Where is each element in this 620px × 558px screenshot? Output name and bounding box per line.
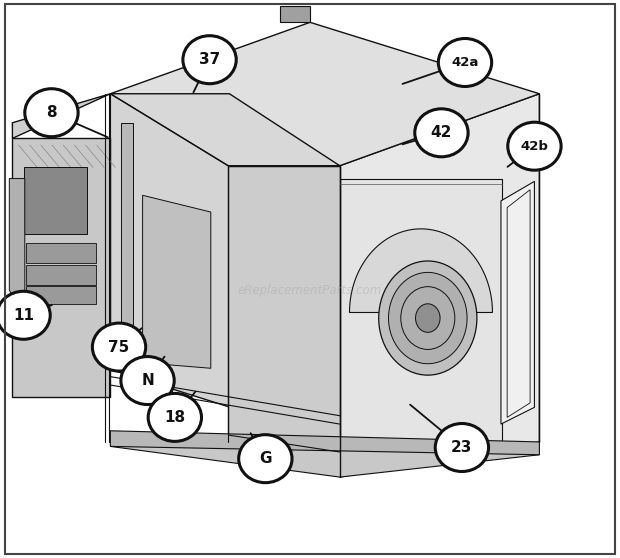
Polygon shape [143, 195, 211, 368]
Circle shape [435, 424, 489, 472]
Polygon shape [110, 94, 340, 166]
Text: eReplacementParts.com: eReplacementParts.com [238, 283, 382, 297]
Ellipse shape [389, 272, 467, 364]
Circle shape [438, 39, 492, 86]
Circle shape [92, 323, 146, 371]
Circle shape [415, 109, 468, 157]
Text: 75: 75 [108, 340, 130, 354]
Polygon shape [350, 229, 492, 312]
Circle shape [148, 393, 202, 441]
Text: 18: 18 [164, 410, 185, 425]
Circle shape [183, 36, 236, 84]
Text: 8: 8 [46, 105, 57, 120]
Circle shape [25, 89, 78, 137]
Polygon shape [110, 94, 340, 442]
Circle shape [239, 435, 292, 483]
Ellipse shape [401, 287, 455, 349]
Text: 11: 11 [13, 308, 34, 323]
Polygon shape [228, 166, 340, 442]
Polygon shape [12, 94, 110, 138]
Polygon shape [110, 442, 539, 477]
Circle shape [508, 122, 561, 170]
Polygon shape [26, 286, 96, 304]
Polygon shape [340, 179, 502, 441]
Text: 42: 42 [431, 126, 452, 140]
Circle shape [121, 357, 174, 405]
Text: 37: 37 [199, 52, 220, 67]
Polygon shape [12, 138, 110, 397]
Polygon shape [110, 22, 539, 166]
Text: N: N [141, 373, 154, 388]
Ellipse shape [415, 304, 440, 333]
Circle shape [0, 291, 50, 339]
Polygon shape [24, 167, 87, 234]
Text: 42b: 42b [521, 140, 548, 153]
Polygon shape [26, 243, 96, 263]
Polygon shape [110, 431, 539, 455]
Polygon shape [280, 6, 310, 22]
Polygon shape [9, 179, 25, 301]
Polygon shape [26, 265, 96, 285]
Polygon shape [340, 94, 539, 477]
Ellipse shape [379, 261, 477, 375]
Polygon shape [501, 181, 534, 424]
Text: 42a: 42a [451, 56, 479, 69]
Polygon shape [121, 123, 133, 379]
Text: 23: 23 [451, 440, 472, 455]
Text: G: G [259, 451, 272, 466]
